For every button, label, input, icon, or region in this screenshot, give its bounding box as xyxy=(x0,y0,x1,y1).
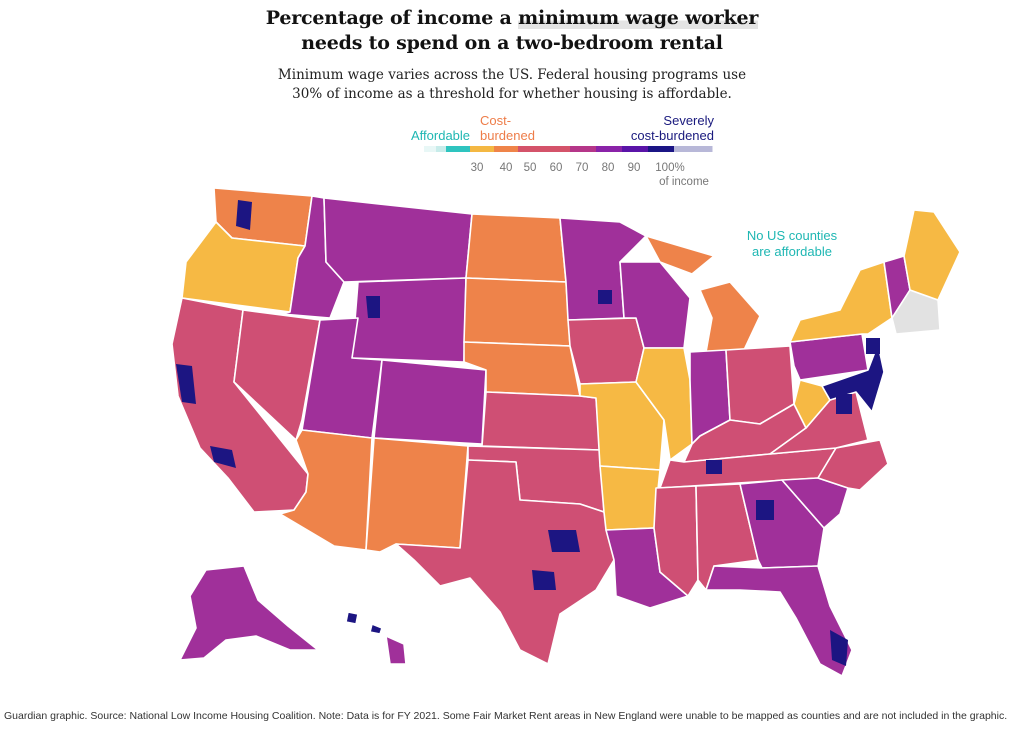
legend-severe-line-2: cost-burdened xyxy=(630,128,714,143)
legend-tick-50: 50 xyxy=(523,162,537,174)
legend-tick-60: 60 xyxy=(549,162,563,174)
state-illinois xyxy=(635,347,693,461)
legend-swatch-8 xyxy=(622,146,649,152)
hotspot-atlanta xyxy=(756,500,774,520)
legend-label-cost-burdened: Cost- burdened xyxy=(480,113,535,143)
legend-swatch-9 xyxy=(648,146,675,152)
state-hawaii-kauai xyxy=(369,623,383,635)
legend-tick-90: 90 xyxy=(627,162,641,174)
state-maine xyxy=(903,209,961,301)
title-highlight: minimum wage worker xyxy=(518,7,759,29)
hotspot-washington-dc xyxy=(836,394,852,414)
state-texas xyxy=(395,459,615,665)
state-arizona xyxy=(279,429,373,551)
legend-swatch-6 xyxy=(570,146,597,152)
state-new-york xyxy=(789,261,893,343)
legend-tick-40: 40 xyxy=(499,162,513,174)
state-nevada xyxy=(233,309,321,441)
state-arkansas xyxy=(599,465,661,531)
state-new-mexico xyxy=(365,437,469,553)
state-montana xyxy=(323,197,473,283)
legend-label-severely-cost-burdened: Severely cost-burdened xyxy=(616,113,714,143)
legend-swatch-2 xyxy=(470,146,495,152)
state-wyoming xyxy=(351,277,467,363)
hotspot-los-angeles xyxy=(210,446,236,468)
hotspot-jackson-wy xyxy=(366,296,380,318)
hotspot-nashville xyxy=(706,460,722,474)
legend-tick-70: 70 xyxy=(575,162,589,174)
hotspot-minneapolis xyxy=(598,290,612,304)
state-south-carolina xyxy=(781,477,849,529)
legend-unit: of income xyxy=(659,176,709,188)
note-line-2: are affordable xyxy=(752,244,832,259)
region-new-england-unmapped xyxy=(891,289,941,335)
hotspot-seattle xyxy=(236,200,252,230)
legend-color-bar xyxy=(424,146,713,152)
state-north-dakota xyxy=(465,213,567,283)
title-part-1: Percentage of income a xyxy=(265,7,519,29)
subtitle-line-2: 30% of income as a threshold for whether… xyxy=(292,86,732,102)
hotspot-miami xyxy=(830,630,848,666)
subtitle-line-1: Minimum wage varies across the US. Feder… xyxy=(277,67,747,83)
chart-subtitle: Minimum wage varies across the US. Feder… xyxy=(0,66,1024,104)
legend-swatch-10 xyxy=(674,146,713,152)
state-kansas xyxy=(481,391,601,451)
state-hawaii-maui xyxy=(385,635,407,665)
hotspot-austin xyxy=(532,570,556,590)
hotspot-new-york-city xyxy=(866,338,880,354)
state-south-dakota xyxy=(463,277,571,347)
state-iowa xyxy=(567,317,645,385)
legend-severe-line-1: Severely xyxy=(663,113,714,128)
legend-cost-line-2: burdened xyxy=(480,128,535,143)
legend-swatch-4 xyxy=(518,146,545,152)
state-colorado xyxy=(373,359,487,445)
map-annotation-no-affordable: No US counties are affordable xyxy=(732,228,852,260)
legend-label-affordable: Affordable xyxy=(411,128,471,143)
title-line-2: needs to spend on a two-bedroom rental xyxy=(301,32,723,54)
hotspot-bay-area xyxy=(176,364,196,404)
chart-title: Percentage of income a minimum wage work… xyxy=(0,6,1024,56)
legend-swatch-5 xyxy=(544,146,571,152)
note-line-1: No US counties xyxy=(746,228,838,243)
legend-cost-line-1: Cost- xyxy=(480,113,512,128)
legend-swatch-3 xyxy=(494,146,519,152)
state-alaska xyxy=(179,565,319,661)
footer-source-note: Guardian graphic. Source: National Low I… xyxy=(4,710,1008,722)
hotspot-dallas xyxy=(548,530,580,552)
state-hawaii-oahu xyxy=(345,611,359,625)
legend-swatch-7 xyxy=(596,146,623,152)
legend-tick-30: 30 xyxy=(470,162,484,174)
legend-tick-80: 80 xyxy=(601,162,615,174)
legend-swatch-1 xyxy=(446,146,471,152)
legend-swatch-fade xyxy=(424,146,436,152)
state-florida xyxy=(705,565,853,677)
legend-tick-100: 100% xyxy=(655,162,685,174)
